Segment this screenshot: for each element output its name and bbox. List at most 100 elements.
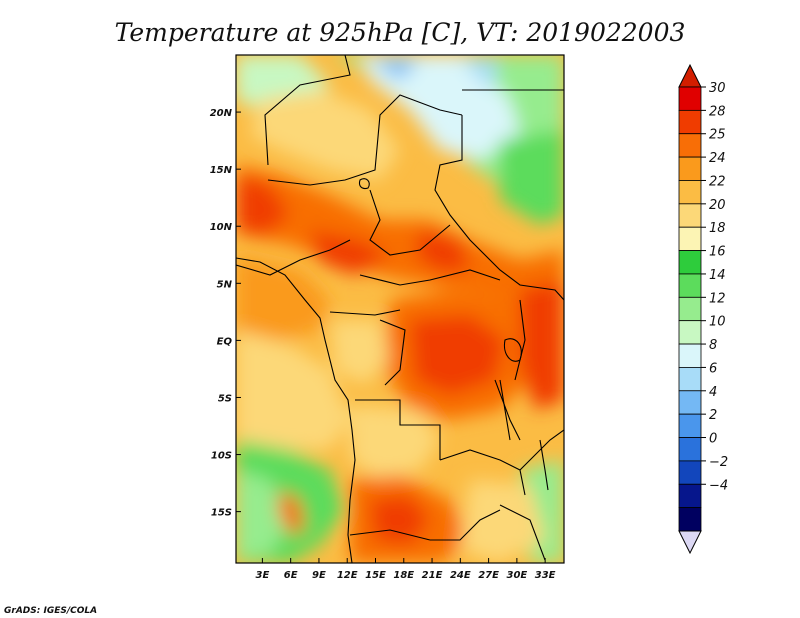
- x-tick-label: 30E: [506, 570, 527, 581]
- y-tick-label: 10N: [210, 222, 233, 233]
- niger-chad-border: [267, 94, 463, 186]
- chart-title: Temperature at 925hPa [C], VT: 201902200…: [115, 18, 686, 47]
- x-tick-label: 18E: [393, 570, 414, 581]
- y-tick-label: 15S: [211, 508, 232, 519]
- south-light-green: [236, 470, 290, 560]
- east-green-region: [500, 130, 564, 225]
- colorbar-swatch: [678, 226, 702, 251]
- congo-drc-border: [379, 319, 406, 386]
- colorbar-label: 25: [709, 128, 726, 143]
- y-tick-label: EQ: [217, 336, 233, 347]
- northeast-cyan-region: [360, 55, 520, 160]
- south-core-hot: [370, 495, 430, 545]
- sahel-warm-band: [236, 165, 564, 300]
- colorbar-label: 4: [709, 385, 717, 400]
- colorbar-top-arrow: [678, 63, 702, 88]
- namibia-botswana-border: [430, 509, 501, 541]
- map-area: [236, 55, 564, 563]
- colorbar-swatch: [678, 483, 702, 509]
- y-tick-label: 15N: [210, 165, 233, 176]
- y-tick-label: 10S: [211, 451, 232, 462]
- sahel-hot-center: [310, 230, 390, 275]
- x-tick-label: 12E: [337, 570, 358, 581]
- namibia-orange-spot: [278, 490, 305, 535]
- colorbar-label: 16: [709, 245, 726, 260]
- mozambique-border: [519, 429, 564, 471]
- colorbar-swatch: [678, 133, 702, 158]
- colorbar-label: 24: [709, 151, 726, 166]
- x-tick-label: 3E: [255, 570, 269, 581]
- colorbar-swatch: [678, 367, 702, 392]
- colorbar-swatch: [678, 156, 702, 181]
- x-axis: 3E 6E 9E 12E 15E 18E 21E 24E 27E 30E 33E: [255, 558, 556, 581]
- car-drc-border: [359, 269, 501, 286]
- colorbar-label: 20: [709, 198, 726, 213]
- cameroon-gabon-border: [329, 309, 401, 316]
- nigeria-cameroon-border: [236, 239, 351, 276]
- southeast-yellow: [460, 480, 545, 563]
- colorbar-swatch: [678, 273, 702, 298]
- lake-chad: [358, 178, 370, 190]
- plot-frame: [235, 54, 565, 564]
- colorbar-swatch: [678, 390, 702, 415]
- colorbar-label: 28: [709, 104, 726, 119]
- colorbar-label: 10: [709, 315, 726, 330]
- y-tick-label: 5S: [218, 393, 232, 404]
- east-africa-hot: [520, 280, 564, 410]
- colorbar-swatch: [678, 320, 702, 345]
- northeast-blue-region-2: [460, 60, 500, 90]
- colorbar-label: 14: [709, 268, 726, 283]
- colorbar-label: 12: [709, 291, 726, 306]
- lake-malawi: [539, 439, 549, 491]
- colorbar-label: 30: [709, 81, 726, 96]
- colorbar-label: 6: [709, 361, 717, 376]
- gabon-yellow: [330, 320, 390, 385]
- colorbar-label: 8: [709, 338, 717, 353]
- colorbar-swatch: [678, 109, 702, 135]
- x-tick-label: 27E: [478, 570, 499, 581]
- colorbar-swatch: [678, 343, 702, 368]
- grads-credit: GrADS: IGES/COLA: [4, 606, 97, 616]
- colorbar-label: 18: [709, 221, 726, 236]
- colorbar-swatch: [678, 437, 702, 462]
- y-tick-label: 5N: [217, 279, 233, 290]
- congo-core: [410, 315, 505, 395]
- angola-namibia-border: [349, 529, 431, 541]
- colorbar-label: 2: [709, 408, 717, 423]
- y-tick-label: 20N: [210, 108, 233, 119]
- colorbar-label: −2: [709, 455, 728, 470]
- zimbabwe-border: [499, 504, 546, 561]
- sahara-light-region: [250, 90, 400, 180]
- colorbar-label: 0: [709, 432, 717, 447]
- angola-drc-border: [355, 399, 441, 460]
- x-tick-label: 6E: [284, 570, 298, 581]
- x-tick-label: 24E: [450, 570, 471, 581]
- y-axis: 20N 15N 10N 5N EQ 5S 10S 15S: [210, 108, 241, 519]
- colorbar-bottom-arrow: [678, 530, 702, 555]
- colorbar-swatch: [678, 507, 702, 532]
- colorbar-label: 22: [709, 174, 726, 189]
- libya-border: [264, 55, 351, 166]
- west-coast-yellow: [236, 330, 350, 450]
- colorbar-swatch: [678, 250, 702, 275]
- chad-car-border: [369, 189, 451, 256]
- x-tick-label: 15E: [365, 570, 386, 581]
- northeast-blue-region: [370, 60, 420, 80]
- lake-victoria: [503, 338, 522, 362]
- colorbar-swatch: [678, 86, 702, 111]
- colorbar-swatch: [678, 413, 702, 438]
- tanzania-border: [494, 379, 521, 441]
- sahel-hot-west: [236, 175, 290, 235]
- sahel-hot-east: [415, 230, 470, 272]
- x-tick-label: 9E: [312, 570, 326, 581]
- x-tick-label: 33E: [535, 570, 556, 581]
- colorbar-swatch: [678, 296, 702, 322]
- colorbar-swatch: [678, 180, 702, 205]
- sudan-border: [434, 115, 564, 301]
- gulf-orange-region: [236, 255, 330, 340]
- angola-yellow: [350, 405, 440, 480]
- x-tick-label: 21E: [422, 570, 443, 581]
